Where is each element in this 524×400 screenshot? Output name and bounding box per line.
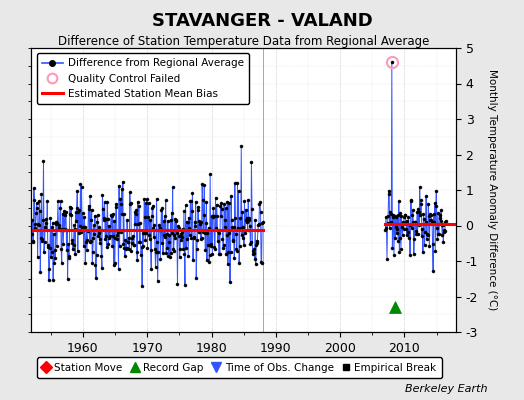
Title: Difference of Station Temperature Data from Regional Average: Difference of Station Temperature Data f… xyxy=(58,35,429,48)
Text: Berkeley Earth: Berkeley Earth xyxy=(405,384,487,394)
Legend: Station Move, Record Gap, Time of Obs. Change, Empirical Break: Station Move, Record Gap, Time of Obs. C… xyxy=(37,358,442,378)
Text: STAVANGER - VALAND: STAVANGER - VALAND xyxy=(151,12,373,30)
Y-axis label: Monthly Temperature Anomaly Difference (°C): Monthly Temperature Anomaly Difference (… xyxy=(487,69,497,311)
